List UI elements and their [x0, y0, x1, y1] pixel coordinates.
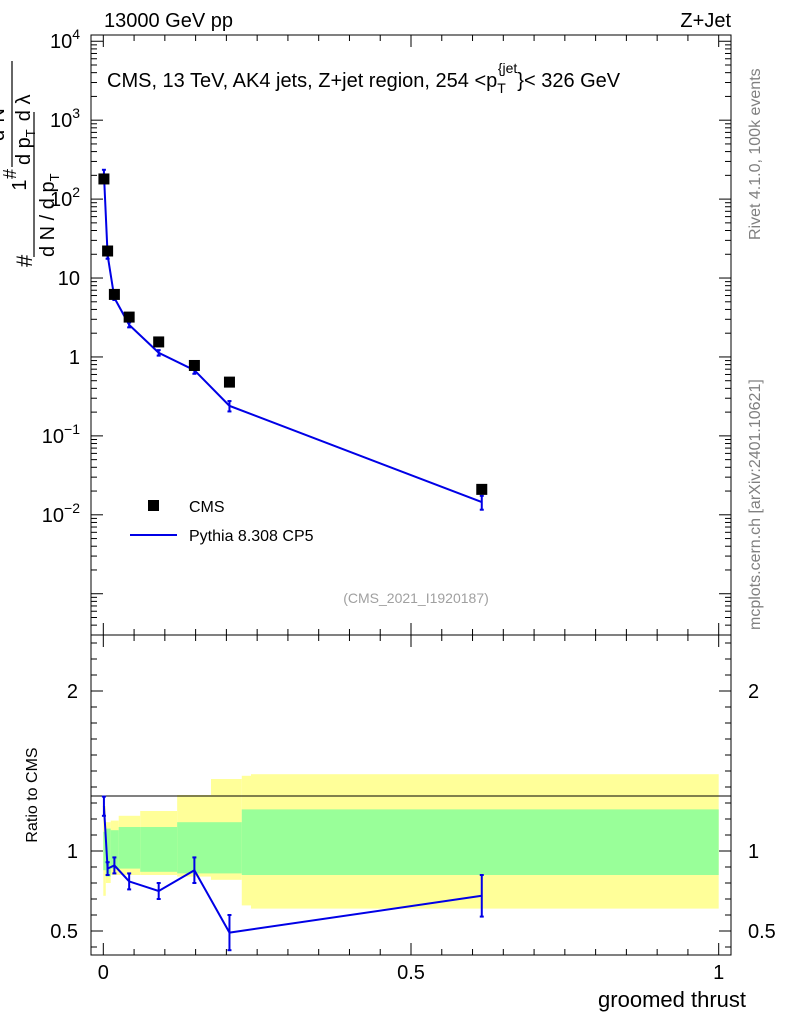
- data-series: [98, 173, 488, 495]
- ratio-y-tick-label-left: 2: [67, 681, 78, 703]
- title-prefix: CMS, 13 TeV, AK4 jets, Z+jet region, 254…: [107, 70, 497, 92]
- legend-mc-label: Pythia 8.308 CP5: [189, 528, 314, 545]
- ratio-uncertainty-bands: [103, 774, 719, 909]
- ratio-y-tick-label-left: 1: [67, 841, 78, 863]
- rivet-version-label: Rivet 4.1.0, 100k events: [747, 68, 764, 240]
- svg-text:d pTd λ: d pTd λ: [13, 95, 38, 165]
- y-label-hash-2: #: [0, 169, 20, 179]
- y-tick-label: 103: [50, 105, 80, 132]
- legend: CMS Pythia 8.308 CP5: [130, 499, 314, 545]
- y-tick-label: 10−2: [42, 500, 80, 527]
- title-sub: T: [497, 80, 506, 96]
- ratio-frame: [90, 634, 732, 956]
- inner-band: [211, 822, 242, 874]
- x-tick-label: 0.5: [397, 962, 425, 984]
- ratio-y-tick-label-right: 1: [748, 841, 759, 863]
- data-point: [223, 376, 235, 388]
- y-label-num: d: [0, 130, 9, 141]
- title-sup: {jet: [498, 60, 518, 76]
- mcplots-label: mcplots.cern.ch [arXiv:2401.10621]: [747, 379, 764, 630]
- y-label-lam: d λ: [13, 95, 35, 122]
- y-tick-label: 102: [50, 184, 80, 211]
- ratio-y-tick-label-right: 2: [748, 681, 759, 703]
- inner-band: [140, 827, 178, 872]
- analysis-watermark: (CMS_2021_I1920187): [343, 590, 489, 606]
- mc-line: [102, 173, 483, 504]
- main-frame: [90, 34, 732, 636]
- y-axis-label: # 1 d N / d pT # d2N d pTd λ: [0, 61, 62, 267]
- x-tick-label: 0: [98, 962, 109, 984]
- header-left-label: 13000 GeV pp: [104, 10, 233, 32]
- y-label-hash: #: [12, 254, 37, 267]
- inner-band: [103, 831, 106, 871]
- svg-text:d N / d pT: d N / d pT: [37, 173, 62, 257]
- data-point: [108, 288, 120, 300]
- ratio-plot: 0.5 0.5 1 1 2 2 0 0.5 1 Ratio to CMS groomed thr…: [24, 634, 776, 1012]
- legend-data-label: CMS: [189, 499, 225, 516]
- inner-band: [251, 809, 719, 875]
- y-label-den: d p: [13, 137, 35, 165]
- y-tick-label: 10: [58, 268, 80, 290]
- y-label-left-sub: T: [47, 173, 62, 181]
- data-point: [98, 173, 110, 185]
- y-tick-label: 104: [50, 26, 80, 53]
- y-label-num-tail: N: [0, 108, 9, 122]
- inner-band: [105, 828, 111, 877]
- y-label-left: d N / d p: [37, 181, 59, 257]
- y-label-den-sub: T: [23, 129, 38, 137]
- data-point: [188, 359, 200, 371]
- y-tick-label: 1: [69, 347, 80, 369]
- title-suffix: }< 326 GeV: [517, 70, 621, 92]
- x-axis-label: groomed thrust: [598, 987, 746, 1012]
- svg-text:d2N: d2N: [0, 108, 9, 141]
- legend-data-marker: [148, 500, 159, 511]
- inner-band: [118, 827, 141, 869]
- ratio-mc-series: [101, 795, 484, 952]
- plot-title: CMS, 13 TeV, AK4 jets, Z+jet region, 254…: [107, 60, 621, 96]
- ratio-y-label: Ratio to CMS: [24, 747, 41, 842]
- ratio-y-tick-label-left: 0.5: [50, 921, 78, 943]
- data-point: [476, 483, 488, 495]
- ratio-y-tick-label-right: 0.5: [748, 921, 776, 943]
- data-point: [123, 311, 135, 323]
- y-tick-label: 10−1: [42, 421, 80, 448]
- data-point: [102, 245, 114, 257]
- y-label-one: 1: [9, 179, 31, 190]
- x-tick-label: 1: [713, 962, 724, 984]
- data-point: [153, 336, 165, 348]
- ratio-line: [102, 806, 482, 934]
- header-right-label: Z+Jet: [680, 10, 731, 32]
- inner-band: [241, 809, 251, 875]
- svg-text:CMS, 13 TeV, AK4 jets, Z+jet r: CMS, 13 TeV, AK4 jets, Z+jet region, 254…: [107, 60, 621, 96]
- inner-band: [110, 830, 119, 869]
